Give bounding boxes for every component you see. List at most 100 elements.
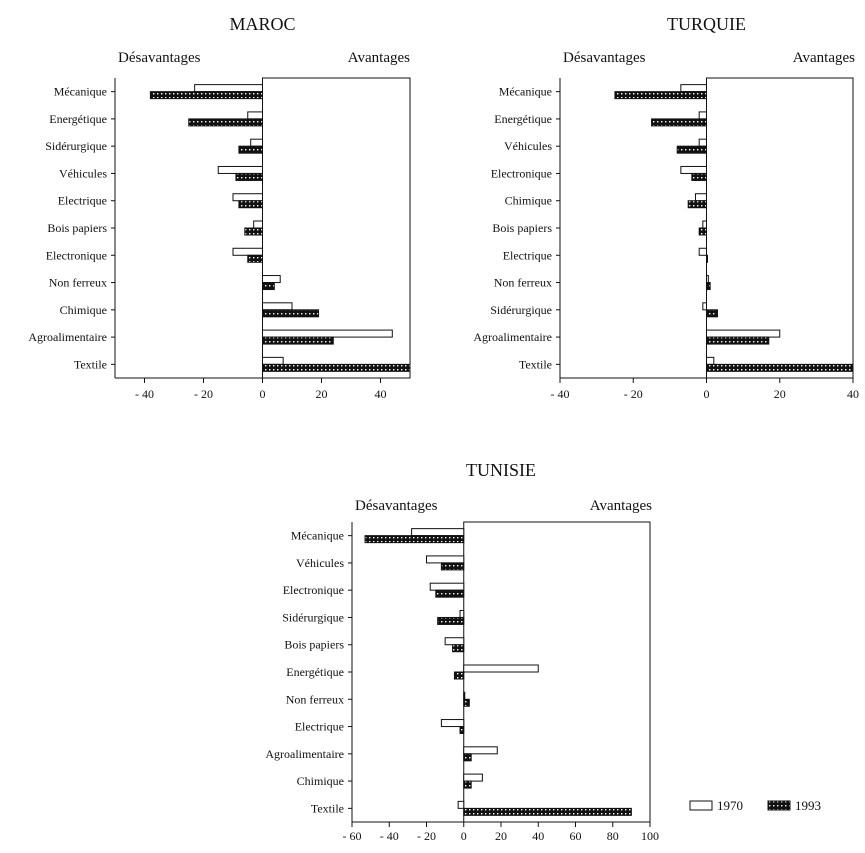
bar-1993-Electronique xyxy=(691,172,707,181)
bar-1993-Bois papiers xyxy=(244,227,264,236)
x-tick-label: 20 xyxy=(495,829,507,843)
bar-1970-Mécanique xyxy=(194,84,263,93)
bar-1993-Agroalimentaire xyxy=(262,336,334,345)
bar-1970-Energétique xyxy=(463,664,539,673)
bar-1993-Véhicules xyxy=(440,562,465,571)
bar-1970-Agroalimentaire xyxy=(706,329,781,338)
bar-1970-Véhicules xyxy=(217,165,263,174)
x-tick-label: - 20 xyxy=(417,829,436,843)
category-label: Chimique xyxy=(60,303,107,317)
x-tick-label: - 60 xyxy=(343,829,362,843)
bar-1970-Electrique xyxy=(232,193,263,202)
bar-1993-Electronique xyxy=(435,589,465,598)
bar-1970-Electronique xyxy=(429,582,465,591)
bar-1993-Mécanique xyxy=(614,91,707,100)
category-label: Energétique xyxy=(286,665,344,679)
bar-1993-Electronique xyxy=(247,254,263,263)
category-label: Sidérurgique xyxy=(490,303,552,317)
bar-1993-Textile xyxy=(706,363,854,372)
disadvantages-label: Désavantages xyxy=(563,50,646,66)
bar-1993-Mécanique xyxy=(364,535,465,544)
bar-1993-Bois papiers xyxy=(452,644,465,653)
bar-1993-Chimique xyxy=(262,309,320,318)
category-label: Mécanique xyxy=(291,529,344,543)
bar-1970-Non ferreux xyxy=(262,275,281,284)
category-label: Sidérurgique xyxy=(45,139,107,153)
x-tick-label: 0 xyxy=(260,387,266,401)
category-label: Chimique xyxy=(505,194,552,208)
category-label: Energétique xyxy=(494,112,552,126)
x-tick-label: - 40 xyxy=(380,829,399,843)
x-tick-label: 100 xyxy=(641,829,659,843)
category-label: Electronique xyxy=(283,583,344,597)
category-label: Bois papiers xyxy=(47,221,107,235)
x-tick-label: 20 xyxy=(316,387,328,401)
bar-1970-Véhicules xyxy=(698,138,707,147)
bar-1993-Non ferreux xyxy=(463,698,470,707)
x-tick-label: 0 xyxy=(461,829,467,843)
chart-title: TUNISIE xyxy=(466,460,536,480)
legend-label-1993: 1993 xyxy=(795,798,821,813)
category-label: Mécanique xyxy=(499,85,552,99)
bar-1993-Sidérurgique xyxy=(437,616,465,625)
bar-1993-Electrique xyxy=(238,200,263,209)
category-label: Véhicules xyxy=(504,139,552,153)
bar-1970-Véhicules xyxy=(426,555,465,564)
bar-1970-Chimique xyxy=(262,302,293,311)
x-tick-label: 0 xyxy=(704,387,710,401)
disadvantages-label: Désavantages xyxy=(355,498,438,514)
bar-1970-Mécanique xyxy=(680,84,707,93)
advantages-label: Avantages xyxy=(793,50,855,66)
bar-1993-Electrique xyxy=(706,254,708,263)
legend-label-1970: 1970 xyxy=(717,798,743,813)
category-label: Textile xyxy=(519,357,552,371)
bar-1970-Electronique xyxy=(232,247,263,256)
bar-1993-Bois papiers xyxy=(698,227,707,236)
category-label: Bois papiers xyxy=(492,221,552,235)
bar-1993-Electrique xyxy=(459,726,465,735)
chart-title: TURQUIE xyxy=(667,14,746,34)
bar-1993-Non ferreux xyxy=(262,282,275,291)
category-label: Electrique xyxy=(295,720,344,734)
bar-1970-Mécanique xyxy=(411,528,465,537)
category-label: Véhicules xyxy=(59,166,107,180)
category-label: Electronique xyxy=(46,248,107,262)
legend-swatch-1993 xyxy=(767,800,791,811)
category-label: Non ferreux xyxy=(286,692,344,706)
category-label: Non ferreux xyxy=(494,276,552,290)
disadvantages-label: Désavantages xyxy=(118,50,201,66)
bar-1970-Electrique xyxy=(440,719,465,728)
bar-1970-Agroalimentaire xyxy=(463,746,498,755)
x-tick-label: 60 xyxy=(570,829,582,843)
legend-swatch-1970 xyxy=(689,800,713,811)
advantages-label: Avantages xyxy=(348,50,410,66)
category-label: Mécanique xyxy=(54,85,107,99)
bar-1993-Textile xyxy=(463,807,632,816)
bar-1970-Energétique xyxy=(247,111,263,120)
bar-1993-Agroalimentaire xyxy=(706,336,770,345)
category-label: Textile xyxy=(74,357,107,371)
bar-1993-Mécanique xyxy=(149,91,263,100)
bar-1970-Sidérurgique xyxy=(702,302,708,311)
category-label: Electrique xyxy=(58,194,107,208)
x-tick-label: 20 xyxy=(774,387,786,401)
bar-1993-Energétique xyxy=(453,671,465,680)
bar-1970-Bois papiers xyxy=(253,220,263,229)
bar-1970-Electrique xyxy=(698,247,707,256)
bar-1993-Non ferreux xyxy=(706,282,711,291)
x-tick-label: - 40 xyxy=(135,387,154,401)
bar-1993-Energétique xyxy=(651,118,707,127)
bar-1993-Agroalimentaire xyxy=(463,753,472,762)
bar-1970-Bois papiers xyxy=(702,220,708,229)
bar-1993-Energétique xyxy=(188,118,263,127)
x-tick-label: 40 xyxy=(375,387,387,401)
bar-1970-Non ferreux xyxy=(706,275,709,284)
bar-1970-Sidérurgique xyxy=(250,138,263,147)
x-tick-label: 40 xyxy=(847,387,859,401)
bar-1970-Chimique xyxy=(695,193,708,202)
bar-1993-Sidérurgique xyxy=(706,309,718,318)
bar-1970-Sidérurgique xyxy=(459,609,465,618)
x-tick-label: - 20 xyxy=(624,387,643,401)
x-tick-label: - 20 xyxy=(194,387,213,401)
